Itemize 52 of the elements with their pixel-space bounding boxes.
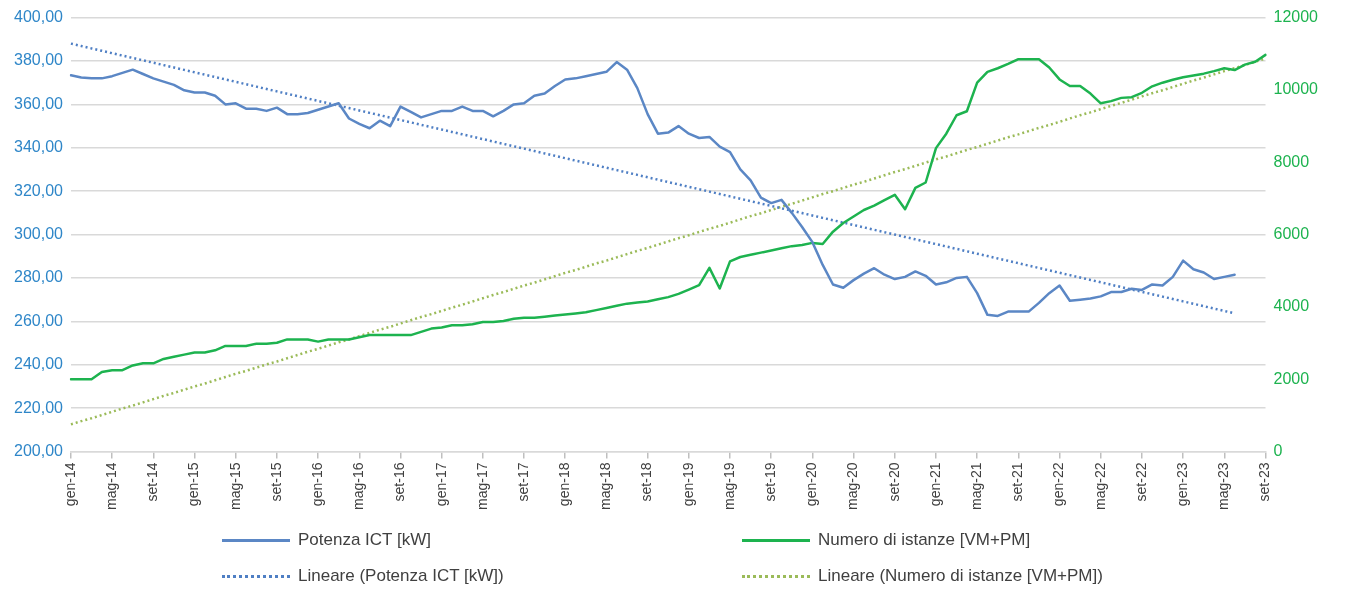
y-tick-label: 360,00 [14, 94, 64, 112]
y2-tick-label: 0 [1273, 441, 1283, 459]
x-tick-label: mag-20 [844, 462, 861, 510]
x-tick-label: gen-20 [803, 462, 820, 507]
x-tick-label: set-16 [391, 462, 408, 502]
x-tick-label: mag-22 [1091, 462, 1108, 510]
x-tick-label: set-18 [638, 462, 655, 502]
y-tick-label: 400,00 [14, 8, 64, 26]
y2-tick-label: 4000 [1273, 297, 1310, 315]
y-tick-label: 280,00 [14, 268, 64, 286]
x-tick-label: gen-16 [308, 462, 325, 507]
x-tick-label: set-19 [762, 462, 779, 502]
x-tick-label: gen-22 [1050, 462, 1067, 507]
x-tick-label: set-17 [514, 462, 531, 502]
legend-label: Potenza ICT [kW] [298, 530, 431, 550]
x-tick-label: mag-19 [720, 462, 737, 510]
x-tick-label: mag-16 [350, 462, 367, 510]
y-tick-label: 260,00 [14, 311, 64, 329]
legend-label: Numero di istanze [VM+PM] [818, 530, 1031, 550]
y-tick-label: 200,00 [14, 441, 64, 459]
x-tick-label: mag-14 [102, 462, 119, 510]
x-tick-label: mag-18 [597, 462, 614, 510]
y-tick-label: 220,00 [14, 398, 64, 416]
y-tick-label: 340,00 [14, 138, 64, 156]
y2-tick-label: 8000 [1273, 152, 1310, 170]
x-tick-label: mag-21 [968, 462, 985, 510]
x-tick-label: set-20 [885, 462, 902, 502]
y-tick-label: 320,00 [14, 181, 64, 199]
y2-tick-label: 12000 [1273, 8, 1319, 26]
y2-tick-label: 10000 [1273, 80, 1319, 98]
x-tick-label: mag-23 [1215, 462, 1232, 510]
x-tick-label: gen-19 [679, 462, 696, 507]
x-tick-label: set-23 [1256, 462, 1273, 502]
x-tick-label: gen-18 [556, 462, 573, 507]
y-tick-label: 380,00 [14, 51, 64, 69]
legend-label: Lineare (Potenza ICT [kW]) [298, 566, 504, 586]
y-tick-label: 240,00 [14, 355, 64, 373]
x-tick-label: set-14 [144, 462, 161, 502]
x-tick-label: gen-23 [1173, 462, 1190, 507]
x-tick-label: gen-17 [432, 462, 449, 507]
y-tick-label: 300,00 [14, 224, 64, 242]
x-tick-label: gen-15 [185, 462, 202, 507]
x-tick-label: mag-17 [473, 462, 490, 510]
y2-tick-label: 6000 [1273, 224, 1310, 242]
y2-tick-label: 2000 [1273, 369, 1310, 387]
x-tick-label: set-22 [1132, 462, 1149, 502]
x-tick-label: gen-14 [61, 462, 78, 507]
x-tick-label: set-15 [267, 462, 284, 502]
legend-label: Lineare (Numero di istanze [VM+PM]) [818, 566, 1103, 586]
x-tick-label: set-21 [1009, 462, 1026, 502]
x-tick-label: mag-15 [226, 462, 243, 510]
x-tick-label: gen-21 [926, 462, 943, 507]
